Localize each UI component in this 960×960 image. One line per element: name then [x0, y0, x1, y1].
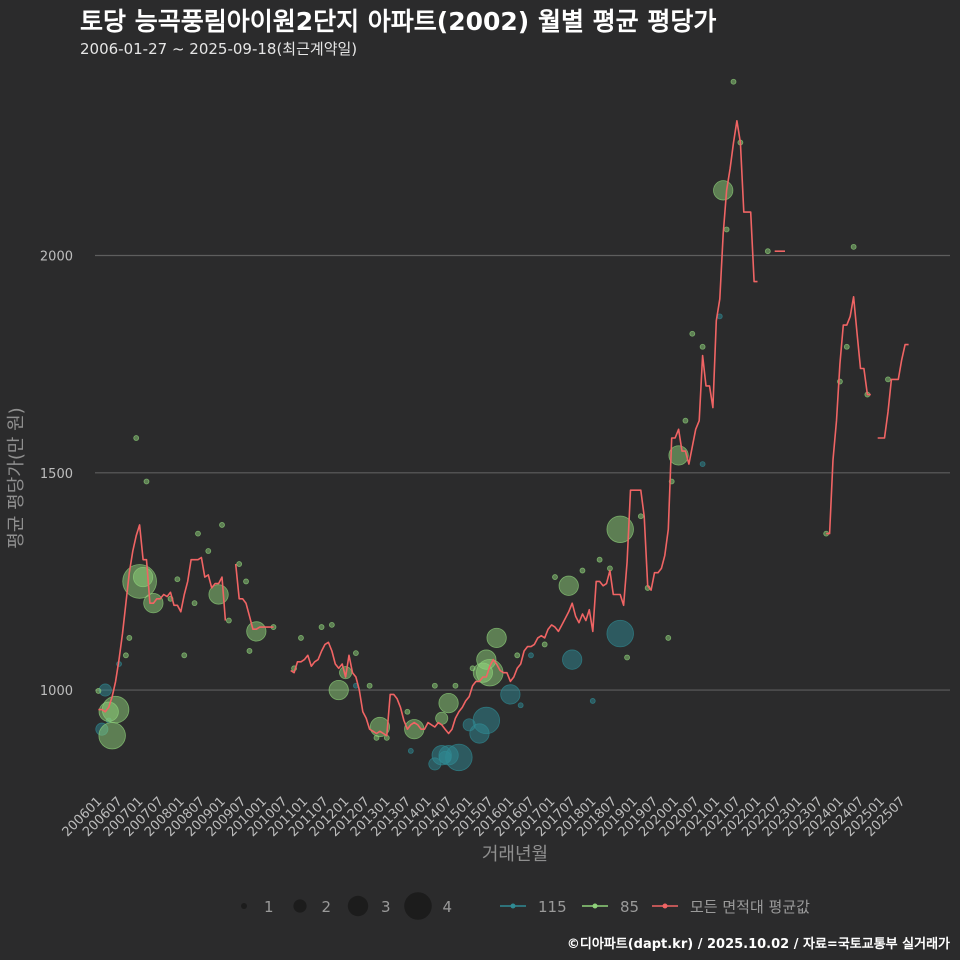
avg-line-segment	[98, 524, 227, 713]
point-115	[589, 698, 596, 704]
legend-size-label: 1	[264, 898, 274, 916]
point-85	[723, 226, 730, 233]
point-85	[98, 721, 126, 750]
avg-line-segment	[290, 120, 758, 737]
point-85	[126, 635, 133, 641]
point-85	[205, 548, 212, 554]
y-tick-label: 1000	[40, 684, 73, 699]
point-85	[514, 652, 521, 659]
point-85	[850, 243, 857, 250]
legend-size-label: 4	[443, 898, 453, 916]
point-115	[699, 461, 706, 468]
point-115	[517, 702, 524, 709]
point-85	[579, 567, 586, 574]
point-85	[730, 78, 737, 85]
point-85	[195, 530, 201, 537]
point-85	[541, 641, 548, 648]
point-85	[843, 343, 850, 350]
point-85	[682, 417, 689, 424]
line-layer	[98, 120, 909, 737]
point-115	[606, 619, 634, 648]
y-tick-label: 1500	[40, 467, 73, 482]
point-85	[219, 522, 225, 528]
point-85	[122, 652, 129, 659]
point-85	[318, 624, 325, 630]
legend-size-marker	[347, 895, 369, 917]
y-axis-title: 평균 평당가(만 원)	[6, 407, 27, 548]
legend-size-label: 3	[381, 898, 391, 916]
legend: 1 2 3 4 115 85 모든 면적대 평균값	[241, 892, 810, 920]
scatter-layer	[95, 78, 891, 772]
point-85	[452, 682, 459, 689]
legend-series-dot	[510, 903, 516, 909]
y-tick-label: 2000	[40, 250, 73, 265]
point-85	[404, 708, 411, 715]
point-85	[328, 621, 335, 628]
legend-series-label: 85	[620, 898, 639, 916]
point-85	[699, 343, 706, 350]
point-85	[438, 692, 459, 714]
point-115	[445, 743, 473, 772]
chart-title: 토당 능곡풍림아이원2단지 아파트(2002) 월별 평균 평당가	[80, 7, 717, 36]
point-85	[243, 578, 249, 585]
point-85	[885, 376, 891, 383]
x-axis-title: 거래년월	[482, 844, 548, 865]
point-85	[133, 435, 140, 441]
legend-series-label: 모든 면적대 평균값	[690, 898, 810, 916]
point-115	[500, 684, 521, 705]
chart-subtitle: 2006-01-27 ~ 2025-09-18(최근계약일)	[80, 40, 358, 58]
legend-size-marker	[241, 903, 247, 909]
point-85	[689, 330, 696, 337]
point-85	[624, 654, 630, 661]
legend-size-marker	[293, 899, 307, 913]
point-85	[246, 621, 267, 642]
legend-size-marker	[404, 892, 432, 920]
point-85	[143, 478, 150, 485]
point-85	[596, 556, 603, 563]
point-85	[352, 650, 359, 657]
avg-line-segment	[234, 563, 274, 630]
point-85	[606, 515, 634, 543]
point-85	[637, 513, 644, 520]
point-85	[476, 658, 504, 687]
point-115	[528, 652, 534, 659]
avg-line-segment	[877, 343, 909, 439]
point-85	[486, 627, 507, 649]
point-85	[132, 566, 154, 588]
axis-layer: 1000150020002006012006072007012007072008…	[40, 250, 909, 840]
point-85	[366, 682, 373, 689]
legend-series-label: 115	[538, 898, 567, 916]
point-85	[764, 248, 771, 255]
point-85	[191, 600, 198, 607]
point-85	[225, 617, 232, 624]
legend-series-dot	[592, 903, 598, 909]
avg-line-segment	[826, 296, 871, 535]
point-85	[174, 576, 181, 583]
point-85	[431, 682, 438, 689]
point-85	[298, 635, 304, 641]
point-115	[472, 706, 501, 735]
point-115	[407, 747, 414, 754]
point-85	[665, 635, 672, 641]
point-85	[552, 574, 558, 580]
point-85	[328, 679, 349, 701]
point-85	[181, 652, 188, 659]
footer-credit: ©디아파트(dapt.kr) / 2025.10.02 / 자료=국토교통부 실…	[566, 937, 950, 952]
point-85	[246, 648, 253, 654]
legend-series-dot	[662, 903, 668, 909]
grid-layer	[95, 254, 950, 691]
point-115	[562, 649, 583, 670]
point-85	[95, 688, 102, 694]
legend-size-label: 2	[322, 898, 332, 916]
point-85	[713, 180, 734, 201]
point-85	[558, 575, 579, 596]
point-85	[236, 561, 243, 567]
